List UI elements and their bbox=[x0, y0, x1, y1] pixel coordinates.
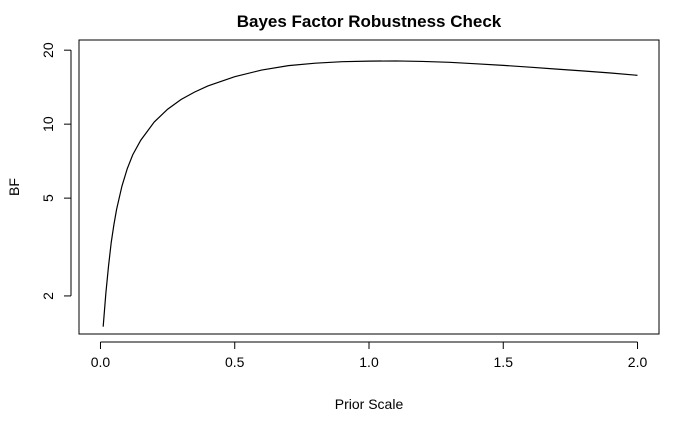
y-tick-label: 20 bbox=[40, 42, 56, 58]
y-tick-label: 5 bbox=[40, 194, 56, 202]
x-tick-label: 0.5 bbox=[225, 354, 245, 370]
x-axis: 0.0 0.5 1.0 1.5 2.0 bbox=[91, 341, 648, 370]
bf-curve-line bbox=[102, 60, 638, 327]
x-tick-label: 2.0 bbox=[628, 354, 648, 370]
chart-title: Bayes Factor Robustness Check bbox=[237, 12, 502, 31]
y-tick-label: 2 bbox=[40, 292, 56, 300]
y-axis-label: BF bbox=[6, 178, 22, 196]
plot-frame bbox=[78, 39, 660, 335]
y-axis: 2 5 10 20 bbox=[40, 42, 72, 300]
x-axis-label: Prior Scale bbox=[335, 396, 404, 412]
x-tick-label: 1.5 bbox=[494, 354, 514, 370]
x-tick-label: 0.0 bbox=[91, 354, 111, 370]
y-tick-label: 10 bbox=[40, 116, 56, 132]
x-tick-label: 1.0 bbox=[359, 354, 379, 370]
